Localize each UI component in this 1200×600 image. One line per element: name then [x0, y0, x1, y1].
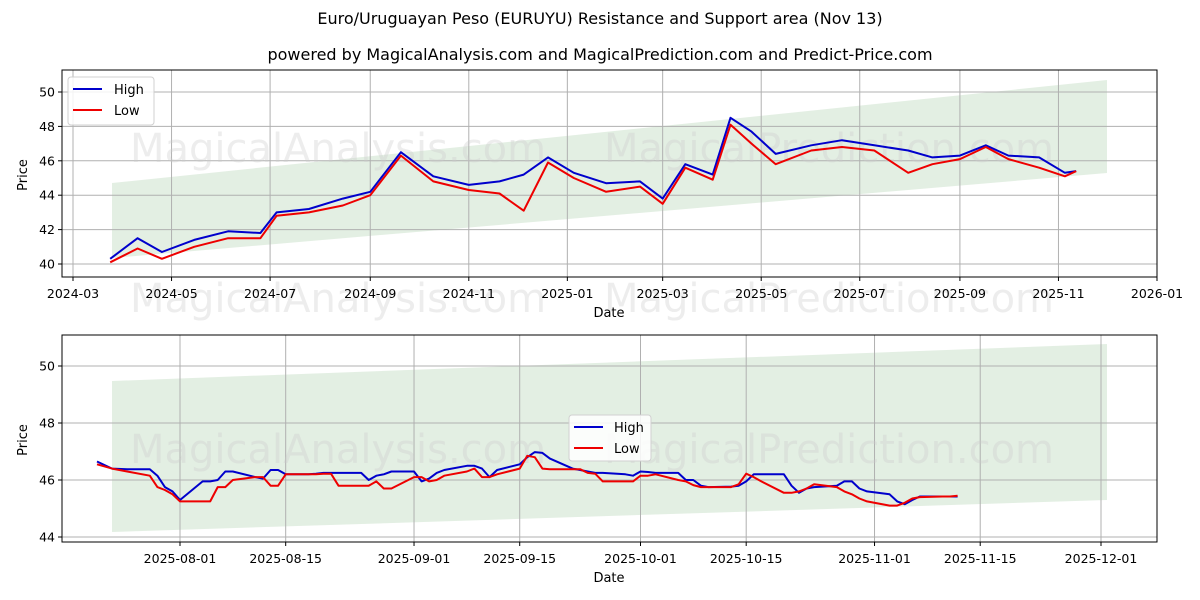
y-tick-label: 48	[39, 416, 55, 431]
x-tick-label: 2025-12-01	[1065, 551, 1138, 566]
bottom-legend: High Low	[568, 414, 652, 462]
top-watermark-3: MagicalAnalysis.com	[130, 276, 546, 322]
x-tick-label: 2025-07	[834, 286, 886, 301]
bottom-low-line	[96, 454, 958, 507]
bottom-axes-frame	[61, 334, 1158, 543]
legend-low-label: Low	[614, 442, 640, 457]
top-y-axis-label: Price	[16, 159, 31, 191]
x-tick-label: 2025-03	[637, 286, 689, 301]
top-axes-frame	[61, 69, 1158, 278]
x-tick-label: 2025-09-15	[483, 551, 556, 566]
bottom-x-axis-label: Date	[593, 571, 624, 586]
x-tick-label: 2025-11	[1032, 286, 1084, 301]
chart-title: Euro/Uruguayan Peso (EURUYU) Resistance …	[317, 9, 883, 28]
top-watermark-1: MagicalAnalysis.com	[130, 126, 546, 172]
x-tick-label: 2025-01	[541, 286, 593, 301]
top-y-axis: 40 42 44 46 48 50	[39, 85, 62, 272]
x-tick-label: 2025-11-15	[944, 551, 1017, 566]
x-tick-label: 2024-03	[47, 286, 99, 301]
top-x-axis-label: Date	[593, 306, 624, 321]
y-tick-label: 44	[39, 530, 55, 545]
x-tick-label: 2024-11	[443, 286, 495, 301]
x-tick-label: 2024-09	[344, 286, 396, 301]
bottom-x-axis: 2025-08-01 2025-08-15 2025-09-01 2025-09-15…	[144, 542, 1138, 566]
top-low-line	[109, 123, 1077, 264]
top-watermark-4: MagicalPrediction.com	[604, 276, 1054, 322]
x-tick-label: 2025-08-01	[144, 551, 217, 566]
y-tick-label: 40	[39, 257, 55, 272]
bottom-chart: MagicalAnalysis.com MagicalPrediction.co…	[16, 334, 1158, 586]
x-tick-label: 2025-11-01	[838, 551, 911, 566]
x-tick-label: 2025-05	[735, 286, 787, 301]
y-tick-label: 42	[39, 222, 55, 237]
y-tick-label: 46	[39, 153, 55, 168]
chart-subtitle: powered by MagicalAnalysis.com and Magic…	[267, 45, 933, 64]
x-tick-label: 2026-01	[1131, 286, 1183, 301]
x-tick-label: 2025-09	[934, 286, 986, 301]
legend-high-label: High	[614, 421, 644, 436]
y-tick-label: 50	[39, 359, 55, 374]
bottom-y-axis: 44 46 48 50	[39, 359, 62, 545]
x-tick-label: 2024-07	[244, 286, 296, 301]
x-tick-label: 2025-10-15	[710, 551, 783, 566]
legend-low-label: Low	[114, 104, 140, 119]
top-support-resistance-band	[112, 80, 1107, 258]
top-high-line	[109, 116, 1077, 260]
top-chart: MagicalAnalysis.com MagicalPrediction.co…	[16, 69, 1183, 322]
x-tick-label: 2025-09-01	[378, 551, 451, 566]
x-tick-label: 2025-08-15	[249, 551, 322, 566]
y-tick-label: 50	[39, 85, 55, 100]
top-grid	[62, 70, 1158, 277]
bottom-watermark-2: MagicalPrediction.com	[604, 427, 1054, 473]
y-tick-label: 46	[39, 473, 55, 488]
y-tick-label: 44	[39, 188, 55, 203]
top-x-axis: 2024-03 2024-05 2024-07 2024-09 2024-11 2025-…	[47, 277, 1183, 301]
bottom-y-axis-label: Price	[16, 424, 31, 456]
x-tick-label: 2024-05	[145, 286, 197, 301]
y-tick-label: 48	[39, 119, 55, 134]
legend-high-label: High	[114, 83, 144, 98]
bottom-watermark-1: MagicalAnalysis.com	[130, 427, 546, 473]
top-legend: High Low	[67, 76, 155, 126]
x-tick-label: 2025-10-01	[604, 551, 677, 566]
